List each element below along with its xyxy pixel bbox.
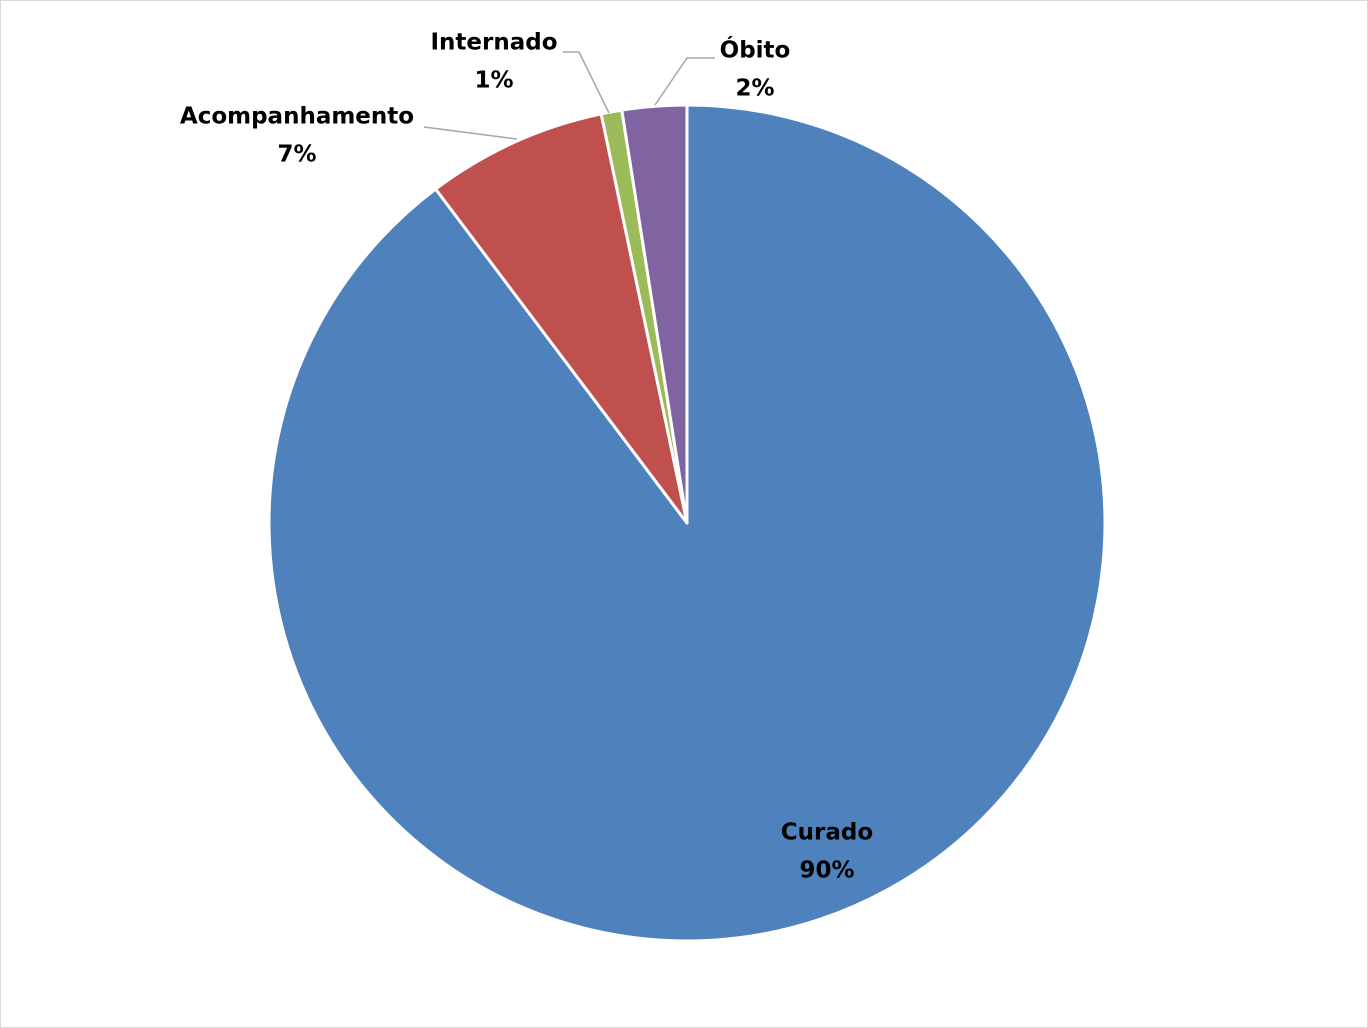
pie-slice-obito [620, 103, 689, 525]
data-label-category: Óbito [720, 36, 791, 64]
leader-line [563, 51, 610, 114]
leader-lines-group [423, 51, 715, 140]
data-label-percent: 2% [735, 76, 774, 102]
data-label-category: Acompanhamento [180, 104, 414, 130]
data-label-percent: 7% [277, 142, 316, 168]
data-label-percent: 1% [474, 68, 513, 94]
data-labels-group: Curado 90% Acompanhamento 7% Internado 1% Óbit… [180, 30, 873, 884]
data-label-percent: 90% [799, 858, 854, 884]
leader-line [423, 126, 518, 140]
data-label-category: Internado [430, 30, 557, 56]
leader-line [654, 57, 715, 106]
pie-slice-acompanhamento [434, 112, 689, 525]
slices-group [267, 103, 1107, 943]
pie-slice-curado [267, 103, 1107, 943]
data-label-category: Curado [781, 820, 873, 846]
